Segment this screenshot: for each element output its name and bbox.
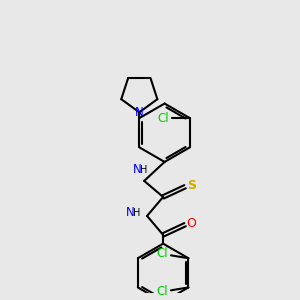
Text: N: N bbox=[134, 164, 142, 176]
Text: N: N bbox=[135, 106, 144, 119]
Text: S: S bbox=[187, 179, 196, 192]
Text: O: O bbox=[186, 217, 196, 230]
Text: H: H bbox=[133, 208, 141, 218]
Text: Cl: Cl bbox=[156, 285, 168, 298]
Text: H: H bbox=[140, 165, 148, 175]
Text: Cl: Cl bbox=[156, 248, 168, 260]
Text: Cl: Cl bbox=[158, 112, 170, 124]
Text: N: N bbox=[126, 206, 135, 220]
